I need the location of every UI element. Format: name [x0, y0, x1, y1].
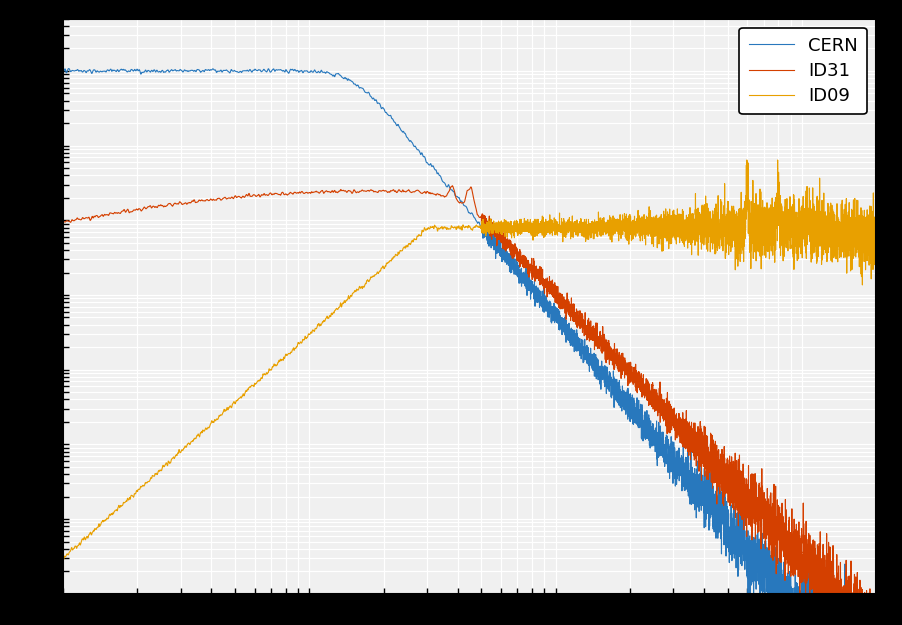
ID31	[98, 211, 109, 219]
ID31	[574, 316, 584, 324]
CERN	[352, 81, 363, 89]
Line: ID09: ID09	[63, 160, 875, 559]
ID31	[58, 217, 69, 225]
ID31	[659, 416, 670, 423]
ID31	[538, 282, 549, 290]
ID09	[870, 237, 880, 244]
ID31	[703, 458, 713, 465]
Legend: CERN, ID31, ID09: CERN, ID31, ID09	[739, 28, 866, 114]
ID09	[538, 224, 549, 231]
CERN	[659, 441, 670, 449]
ID09	[574, 228, 584, 235]
ID09	[703, 219, 713, 226]
ID09	[58, 554, 69, 562]
Line: ID31: ID31	[63, 186, 875, 625]
CERN	[538, 289, 549, 296]
ID31	[446, 182, 457, 189]
CERN	[63, 65, 74, 72]
CERN	[58, 68, 69, 76]
CERN	[98, 68, 109, 75]
CERN	[574, 352, 584, 359]
ID31	[352, 188, 363, 196]
ID09	[58, 556, 69, 563]
ID09	[352, 286, 363, 294]
ID09	[659, 208, 670, 216]
Line: CERN: CERN	[63, 69, 875, 625]
ID09	[741, 156, 751, 164]
ID09	[98, 516, 109, 524]
CERN	[703, 499, 713, 506]
